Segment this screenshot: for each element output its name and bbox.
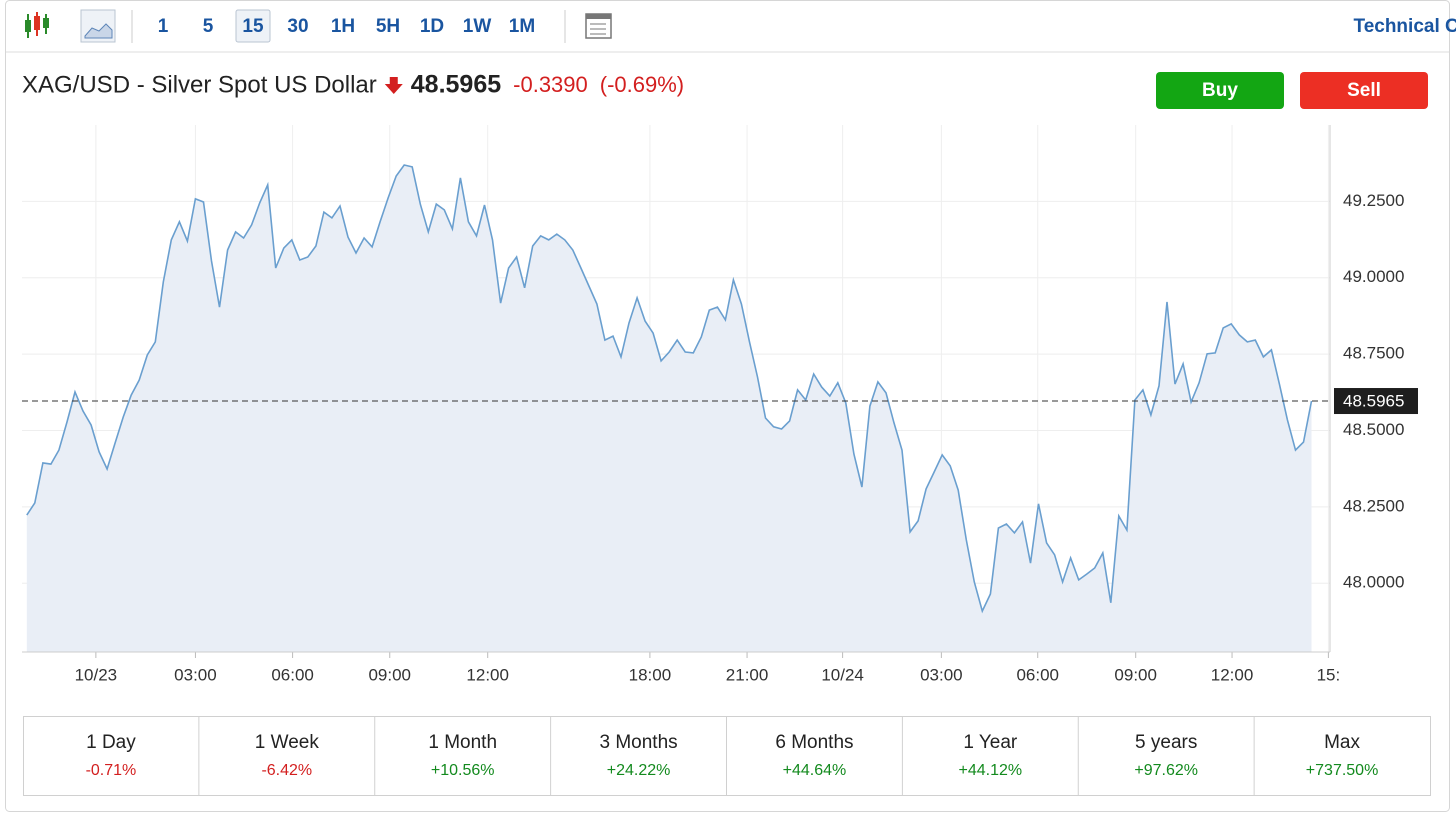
x-tick-label: 10/23 [75, 665, 118, 684]
x-tick-label: 12:00 [466, 665, 509, 684]
x-tick-label: 03:00 [920, 665, 963, 684]
y-tick-label: 48.2500 [1343, 496, 1404, 515]
period-change: +97.62% [1134, 762, 1198, 779]
period-change: +10.56% [431, 762, 495, 779]
interval-button[interactable]: 1H [331, 16, 355, 37]
period-label[interactable]: Max [1324, 732, 1360, 753]
area-icon[interactable] [80, 9, 116, 43]
interval-button[interactable]: 15 [242, 16, 264, 37]
performance-table: 1 Day -0.71% 1 Week -6.42% 1 Month +10.56% 3 M… [23, 716, 1431, 796]
period-label[interactable]: 1 Month [428, 732, 497, 753]
interval-button[interactable]: 30 [287, 16, 308, 37]
x-tick-label: 15: [1317, 665, 1341, 684]
table-icon[interactable] [585, 13, 612, 39]
sell-button[interactable]: Sell [1300, 72, 1428, 109]
x-tick-label: 10/24 [821, 665, 864, 684]
change-percent: (-0.69%) [600, 72, 684, 97]
buy-label: Buy [1202, 80, 1238, 101]
y-tick-label: 49.0000 [1343, 267, 1404, 286]
x-tick-label: 09:00 [1114, 665, 1157, 684]
period-label[interactable]: 1 Day [86, 732, 136, 753]
x-tick-label: 06:00 [1016, 665, 1059, 684]
interval-selected [235, 9, 271, 43]
last-price-label: 48.5965 [1343, 392, 1404, 411]
price-line [26, 164, 1313, 614]
y-tick-label: 49.2500 [1343, 191, 1404, 210]
period-label[interactable]: 1 Week [255, 732, 320, 753]
x-tick-label: 21:00 [726, 665, 769, 684]
period-label[interactable]: 5 years [1135, 732, 1197, 753]
x-tick-label: 03:00 [174, 665, 217, 684]
technical-chart-link[interactable]: Technical Chart » [1354, 16, 1456, 37]
interval-button[interactable]: 1M [509, 16, 535, 37]
period-change: +24.22% [607, 762, 671, 779]
y-tick-label: 48.5000 [1343, 420, 1404, 439]
x-tick-label: 12:00 [1211, 665, 1254, 684]
sell-label: Sell [1347, 80, 1381, 101]
interval-button[interactable]: 5 [203, 16, 214, 37]
last-price-box [1334, 388, 1418, 415]
instrument-title: XAG/USD - Silver Spot US Dollar [22, 71, 377, 98]
x-tick-label: 09:00 [368, 665, 411, 684]
area [26, 165, 1312, 652]
change: -0.3390 [513, 72, 588, 97]
x-tick-label: 06:00 [271, 665, 314, 684]
period-label[interactable]: 1 Year [963, 732, 1018, 753]
price: 48.5965 [411, 71, 501, 99]
period-change: +737.50% [1306, 762, 1379, 779]
interval-button[interactable]: 1W [463, 16, 492, 37]
down-arrow [384, 77, 403, 94]
y-tick-label: 48.0000 [1343, 573, 1404, 592]
interval-button[interactable]: 5H [376, 16, 400, 37]
interval-button[interactable]: 1D [420, 16, 444, 37]
buy-button[interactable]: Buy [1156, 72, 1284, 109]
period-label[interactable]: 3 Months [599, 732, 677, 753]
period-change: +44.12% [959, 762, 1023, 779]
chart: 48.0000 48.2500 48.5000 48.7500 49.0000 49.25… [22, 125, 1418, 684]
candle-icon[interactable] [25, 12, 49, 38]
period-change: -0.71% [86, 762, 137, 779]
period-change: +44.64% [783, 762, 847, 779]
period-change: -6.42% [261, 762, 312, 779]
x-tick-label: 18:00 [629, 665, 672, 684]
period-label[interactable]: 6 Months [775, 732, 853, 753]
interval-button[interactable]: 1 [158, 16, 169, 37]
y-tick-label: 48.7500 [1343, 344, 1404, 363]
